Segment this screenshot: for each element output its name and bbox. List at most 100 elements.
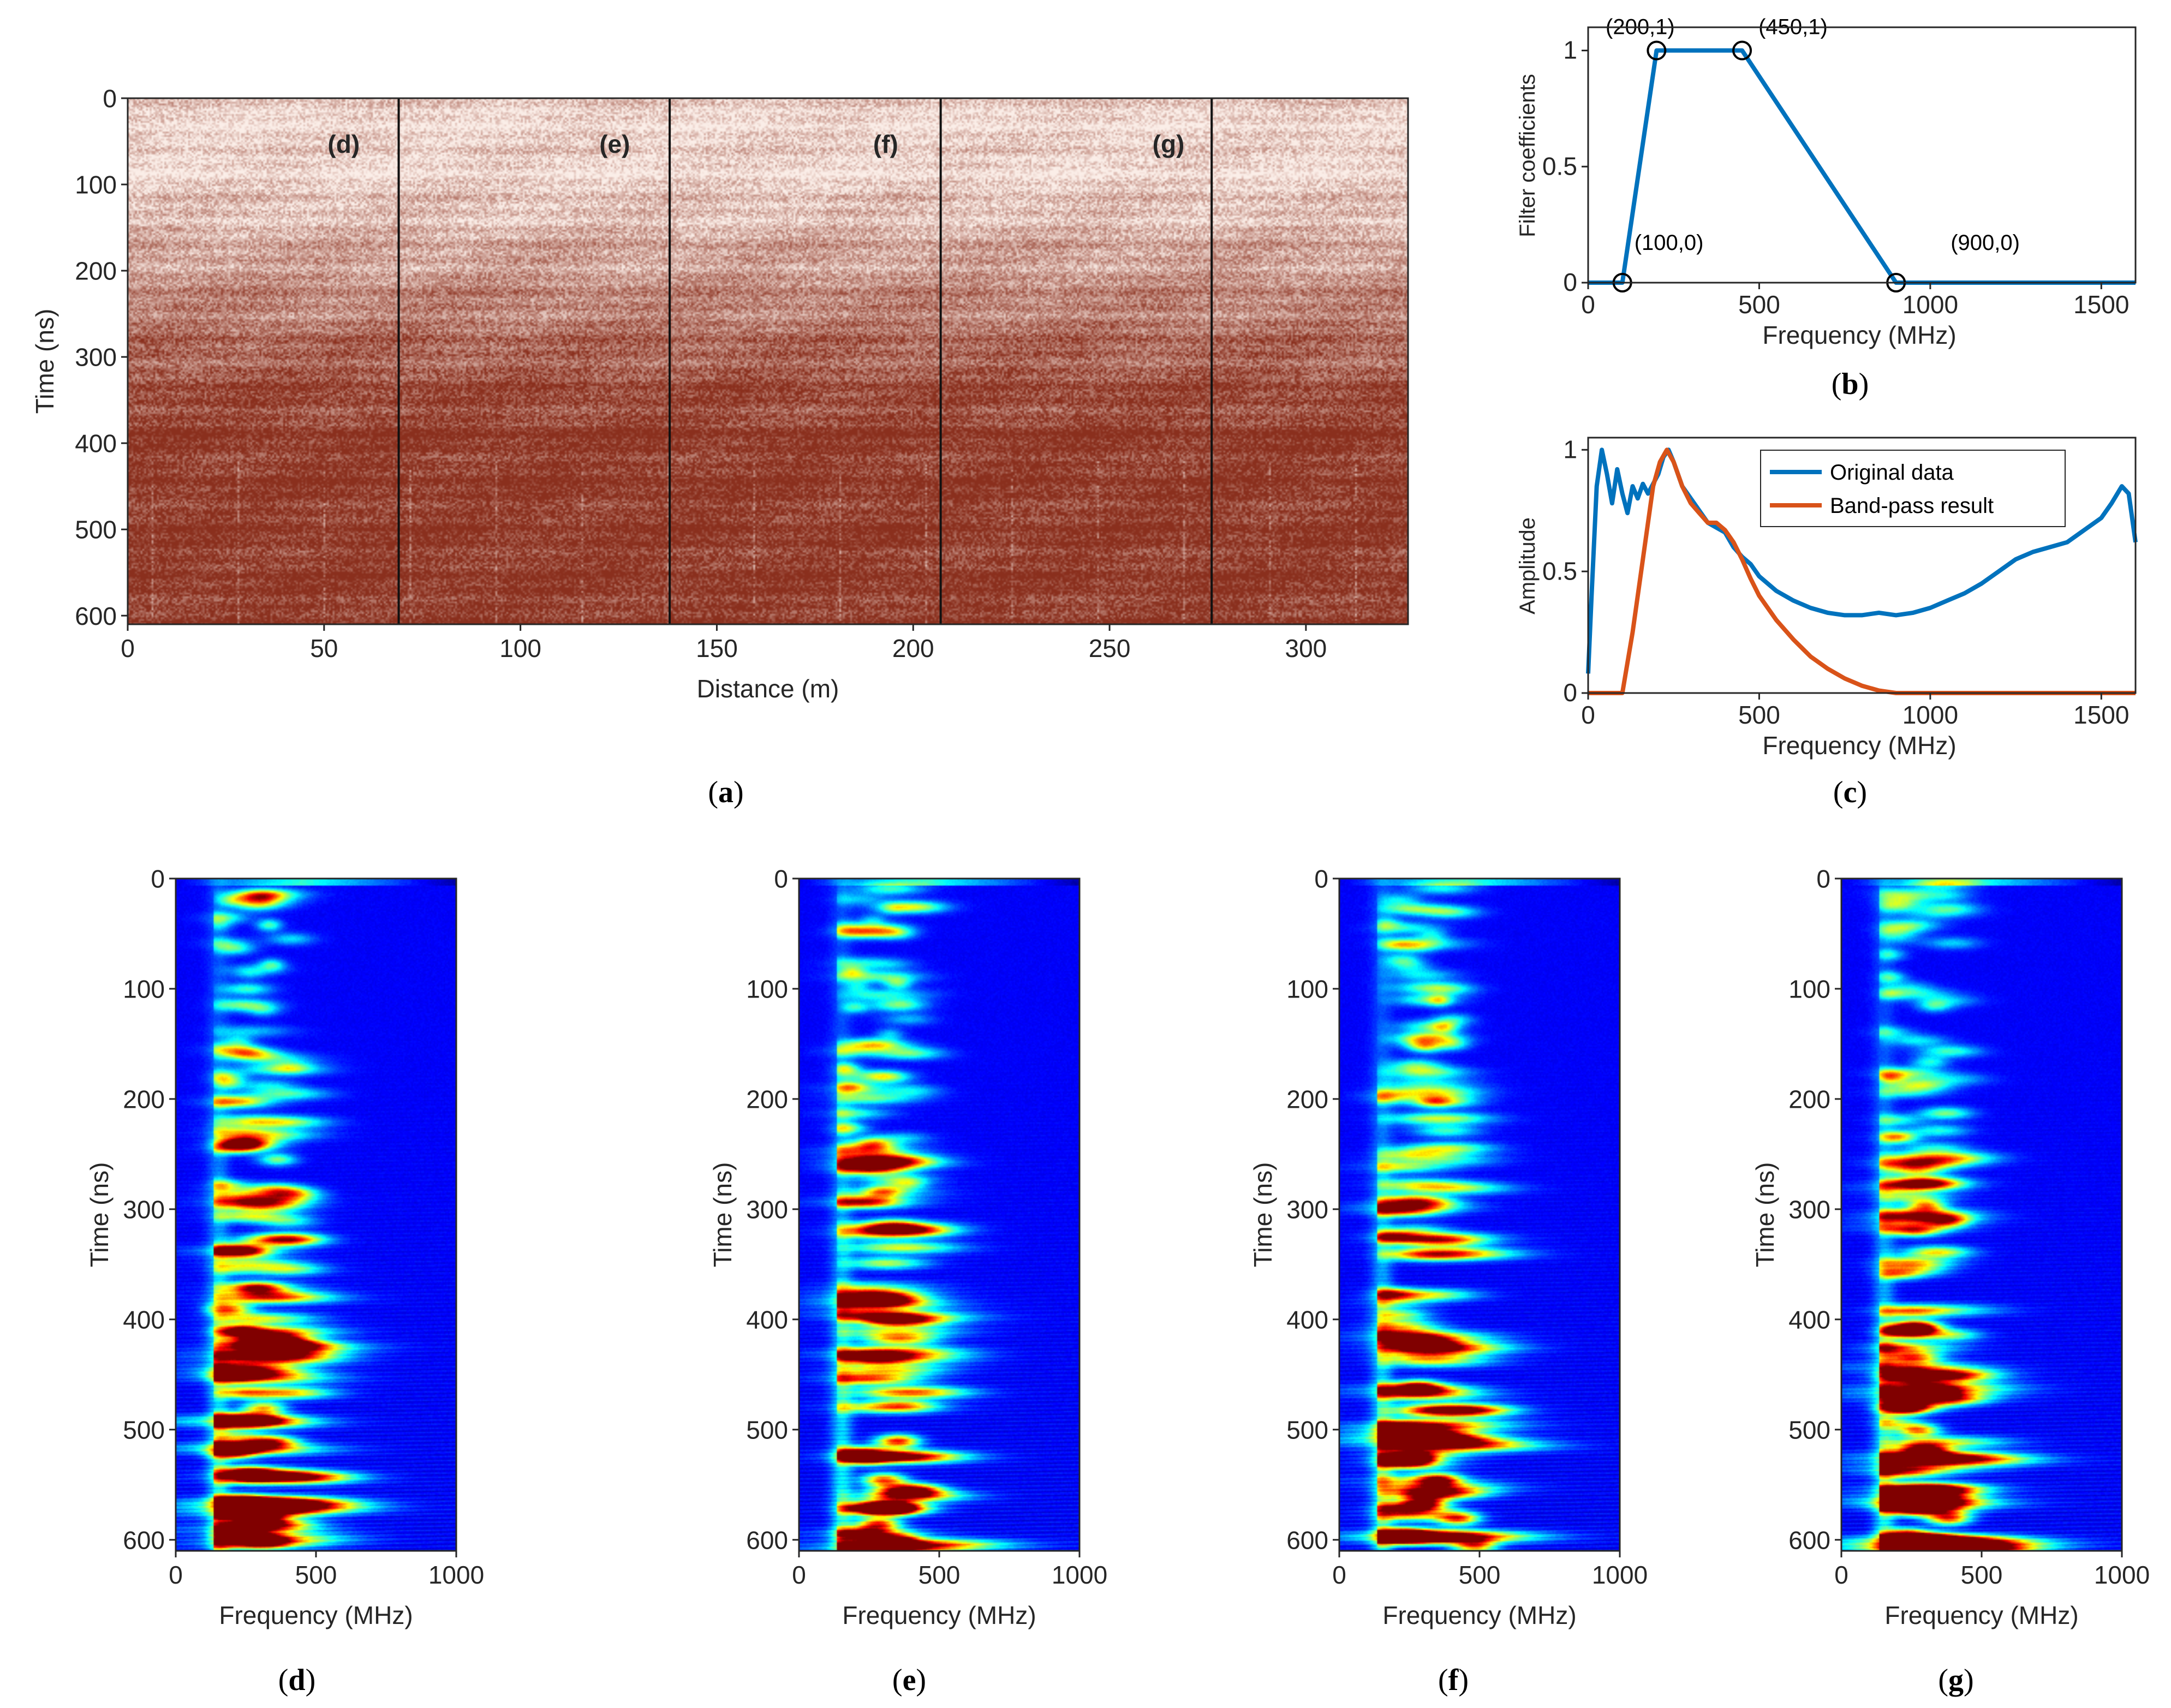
x-tick-label: 0 [1834, 1561, 1848, 1589]
plot-frame [1587, 26, 2137, 284]
x-tick-label: 1500 [2073, 290, 2129, 319]
y-tick-label: 0 [1314, 865, 1328, 893]
y-tick-label: 100 [123, 975, 165, 1004]
plot-background [1588, 27, 2136, 283]
legend-label-original: Original data [1830, 461, 1954, 485]
legend-label-bandpass: Band-pass result [1830, 494, 1994, 518]
panel-label-c-letter: c [1844, 775, 1857, 809]
x-tick-label: 0 [169, 1561, 183, 1589]
plot-frame [127, 97, 1409, 625]
segment-label: (d) [327, 130, 360, 158]
x-tick-label: 1000 [1052, 1561, 1107, 1589]
y-axis-label: Time (ns) [1751, 1162, 1779, 1268]
x-tick-label: 50 [310, 634, 338, 662]
x-tick-label: 250 [1089, 634, 1131, 662]
axes-d: 0 500 1000 0 100 200 300 400 500 600 [123, 865, 484, 1589]
x-tick-label: 150 [696, 634, 738, 662]
panel-label-a-letter: a [718, 775, 733, 809]
axes-a: 0 50 100 150 200 250 300 0 100 200 300 400 500 600 [75, 85, 1409, 662]
panel-f: 0 500 1000 0 100 200 300 400 500 600 Frequency (M… [1249, 865, 1648, 1697]
plot-frame [1338, 877, 1621, 1552]
plot-frame [1587, 437, 2137, 694]
series-line [1586, 447, 2138, 674]
x-tick-label: 1000 [1902, 290, 1958, 319]
y-tick-label: 100 [746, 975, 788, 1004]
segment-label: (f) [873, 130, 898, 158]
y-tick-label: 300 [746, 1195, 788, 1223]
y-tick-label: 0 [1563, 678, 1577, 707]
y-tick-label: 600 [123, 1526, 165, 1554]
y-tick-label: 0.5 [1542, 152, 1577, 180]
x-tick-label: 0 [121, 634, 135, 662]
panel-label-f-letter: f [1448, 1663, 1459, 1697]
spectrogram-image [176, 879, 456, 1551]
panel-label-c: (c) [1833, 775, 1867, 809]
x-tick-label: 0 [1581, 290, 1595, 319]
y-tick-label: 300 [123, 1195, 165, 1223]
y-axis-label: Time (ns) [1249, 1162, 1277, 1268]
y-tick-label: 300 [75, 343, 117, 372]
panel-label-e-letter: e [903, 1663, 916, 1697]
y-tick-label: 400 [1286, 1305, 1328, 1334]
x-axis-label: Frequency (MHz) [1762, 731, 1956, 760]
panel-label-g-letter: g [1948, 1663, 1964, 1697]
x-axis-label: Frequency (MHz) [1382, 1601, 1576, 1629]
x-tick-label: 500 [1961, 1561, 2003, 1589]
x-tick-label: 1000 [2094, 1561, 2150, 1589]
y-tick-label: 1 [1563, 36, 1577, 64]
marker-label: (900,0) [1951, 231, 2020, 255]
y-tick-label: 200 [746, 1085, 788, 1113]
y-tick-label: 600 [746, 1526, 788, 1554]
panel-c: 0 500 1000 1500 0 0.5 1 Original data Band-pas… [1516, 435, 2138, 809]
segment-label: (g) [1153, 130, 1185, 158]
y-tick-label: 500 [1286, 1416, 1328, 1444]
y-tick-label: 400 [75, 429, 117, 458]
x-tick-label: 1000 [428, 1561, 484, 1589]
x-tick-label: 1000 [1902, 701, 1958, 729]
panel-a: (d) (e) (f) (g) 0 50 100 150 200 250 300 0 100 200 30… [31, 85, 1409, 809]
plot-frame [1840, 877, 2123, 1552]
plot-frame [798, 877, 1081, 1552]
y-tick-label: 600 [1788, 1526, 1830, 1554]
x-axis-label: Frequency (MHz) [219, 1601, 413, 1629]
y-tick-label: 200 [1788, 1085, 1830, 1113]
y-tick-label: 0 [1563, 268, 1577, 296]
y-tick-label: 200 [1286, 1085, 1328, 1113]
y-tick-label: 400 [123, 1305, 165, 1334]
axes-g: 0 500 1000 0 100 200 300 400 500 600 [1788, 865, 2150, 1589]
plot-frame [175, 877, 457, 1552]
y-tick-label: 400 [1788, 1305, 1830, 1334]
y-tick-label: 0 [774, 865, 788, 893]
panel-e: 0 500 1000 0 100 200 300 400 500 600 Frequency (M… [708, 865, 1107, 1697]
y-tick-label: 100 [75, 171, 117, 199]
panel-label-a: (a) [708, 775, 743, 809]
y-tick-label: 300 [1286, 1195, 1328, 1223]
y-tick-label: 200 [123, 1085, 165, 1113]
x-tick-label: 1000 [1592, 1561, 1648, 1589]
axes-f: 0 500 1000 0 100 200 300 400 500 600 [1286, 865, 1648, 1589]
y-tick-label: 0 [151, 865, 165, 893]
y-tick-label: 300 [1788, 1195, 1830, 1223]
y-tick-label: 0 [103, 85, 117, 113]
panel-d: 0 500 1000 0 100 200 300 400 500 600 Frequency (M… [85, 865, 484, 1697]
y-axis-label: Time (ns) [31, 309, 59, 414]
y-tick-label: 100 [1286, 975, 1328, 1004]
segment-labels: (d) (e) (f) (g) [327, 130, 1184, 158]
segment-dividers [397, 98, 1213, 624]
x-tick-label: 500 [1738, 290, 1780, 319]
y-tick-label: 0.5 [1542, 557, 1577, 585]
y-tick-label: 600 [75, 602, 117, 630]
y-tick-label: 500 [75, 516, 117, 544]
spectrogram-image [1339, 879, 1620, 1551]
legend-box [1760, 450, 2066, 527]
panel-b: (100,0)(200,1) (450,1)(900,0)0 500 1000 1500… [1516, 15, 2137, 401]
x-tick-label: 100 [499, 634, 541, 662]
x-axis-label: Frequency (MHz) [1762, 321, 1956, 349]
panel-label-d: (d) [278, 1663, 315, 1697]
panel-label-e: (e) [892, 1663, 926, 1697]
y-axis-label: Filter coefficients [1516, 74, 1540, 237]
x-tick-label: 1500 [2073, 701, 2129, 729]
segment-label: (e) [599, 130, 630, 158]
x-tick-label: 200 [892, 634, 934, 662]
axes-e: 0 500 1000 0 100 200 300 400 500 600 [746, 865, 1107, 1589]
